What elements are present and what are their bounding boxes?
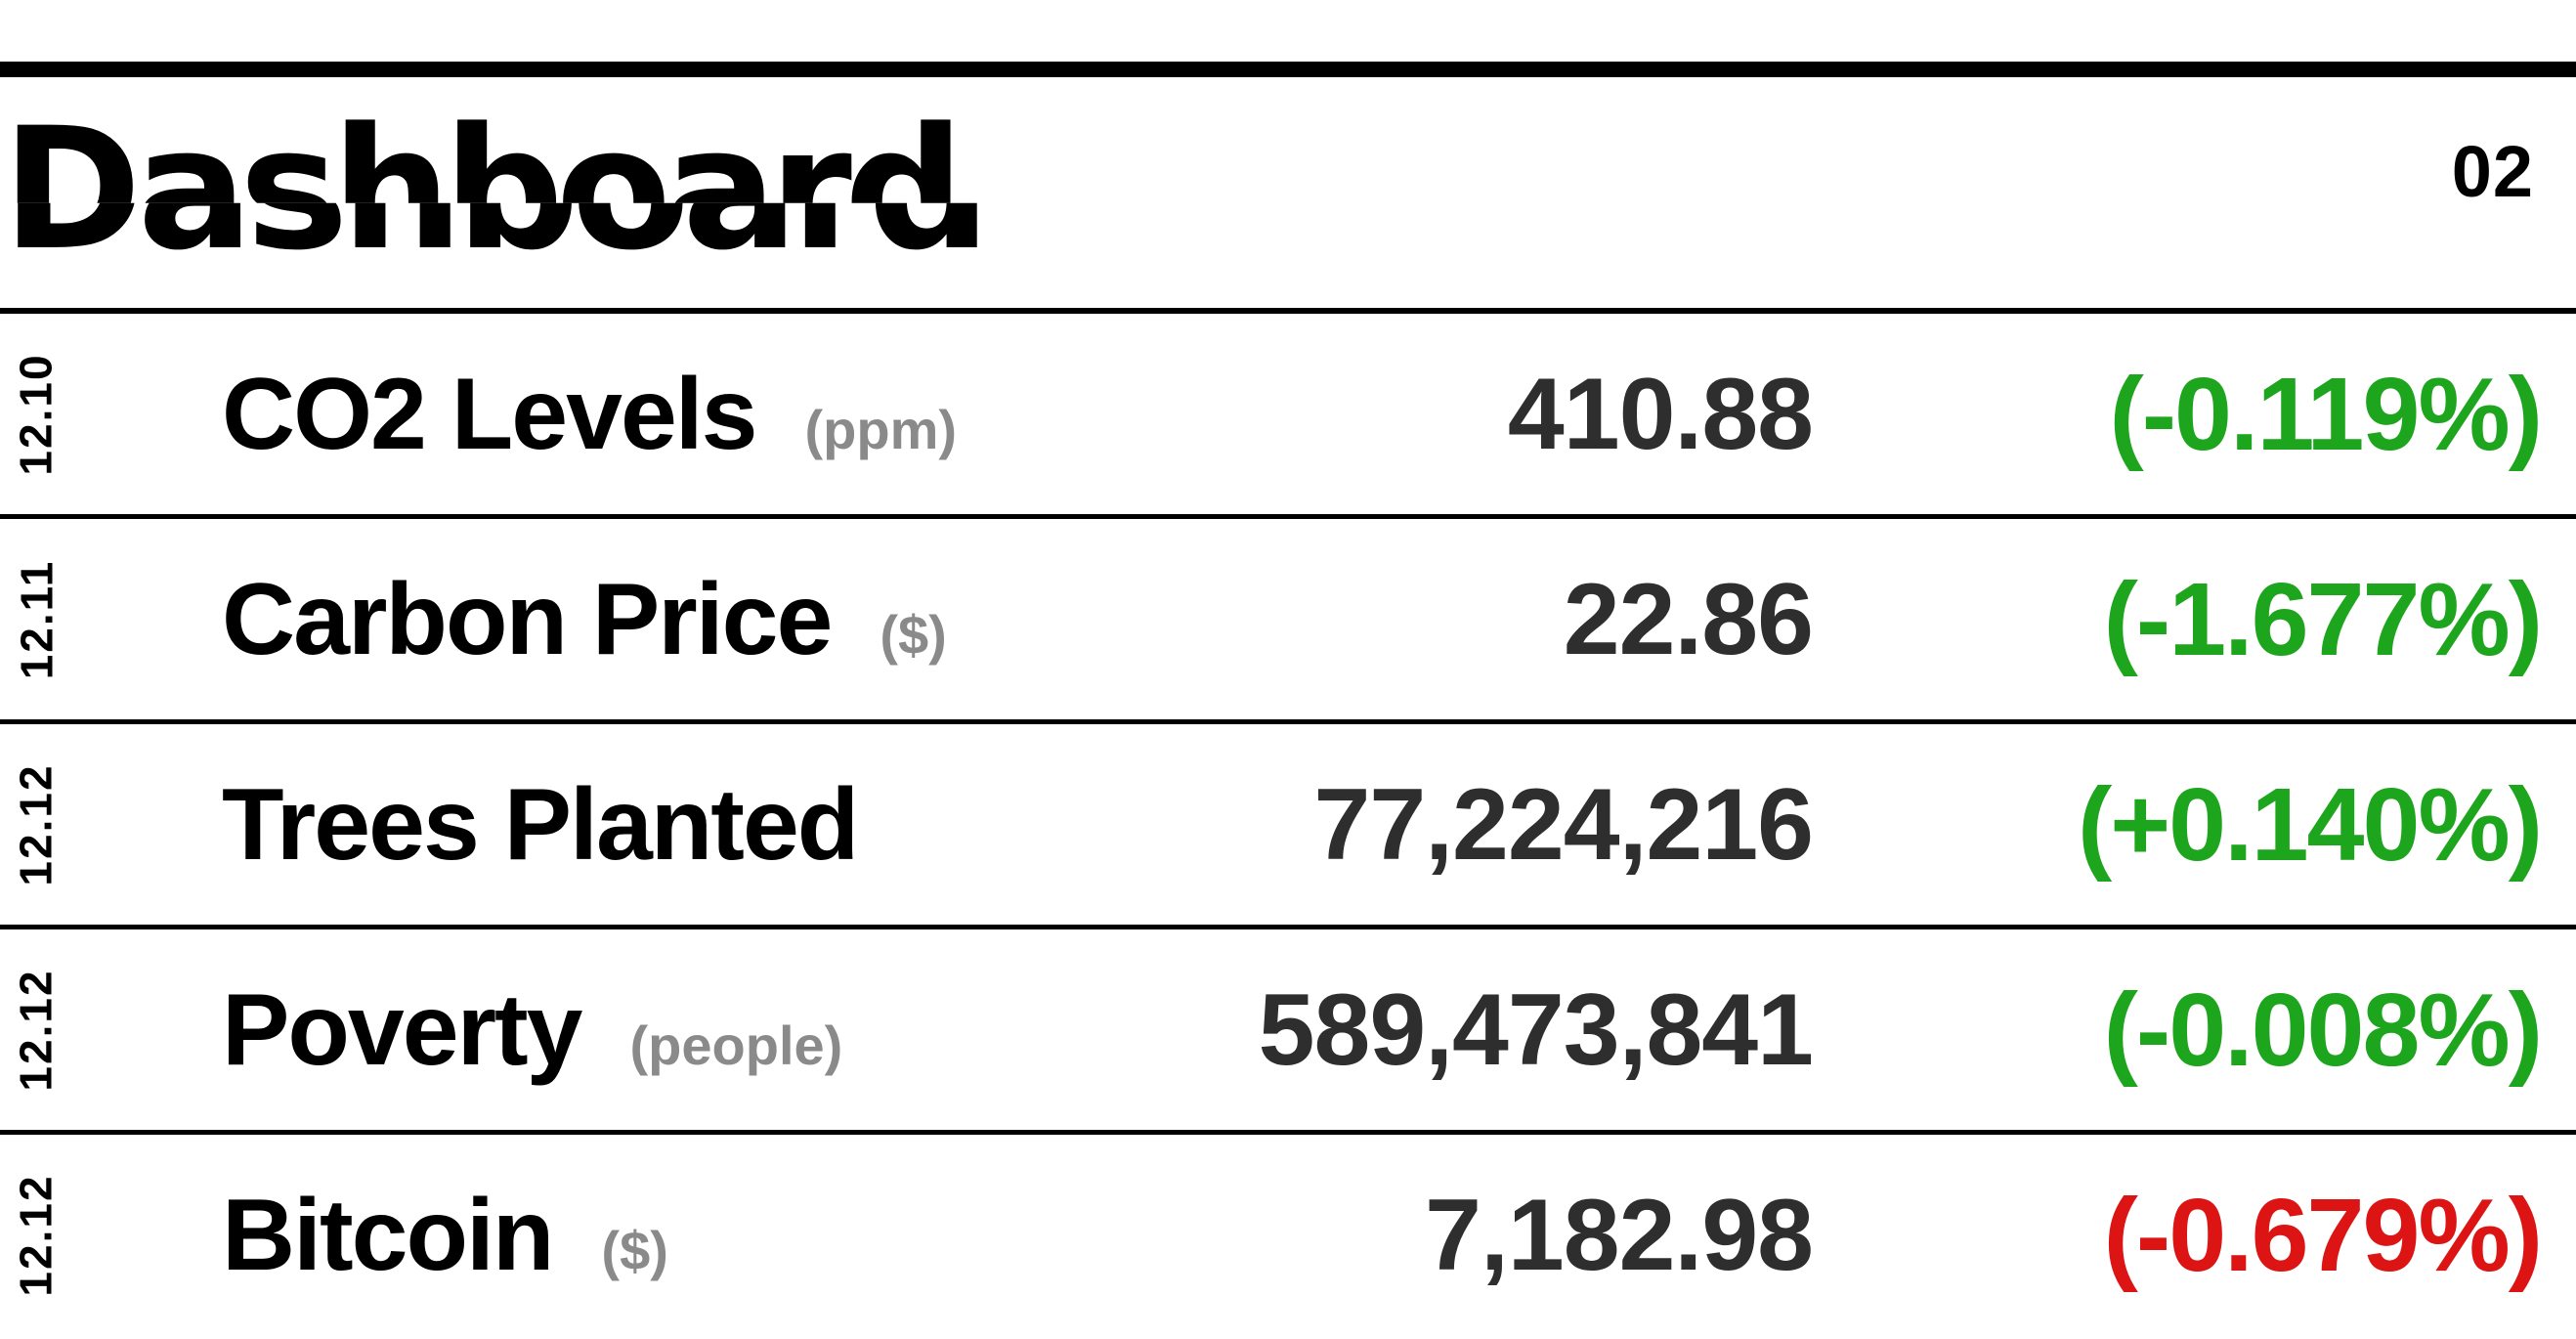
row-date-cell: 12.11 [0,519,72,719]
metric-name-group: CO2 Levels (ppm) [222,364,957,465]
row-date-cell: 12.10 [0,314,72,514]
metric-change: (-0.119%) [2109,356,2543,472]
metric-name-group: Bitcoin ($) [222,1185,668,1286]
metric-name: Carbon Price [222,562,833,676]
metric-name: Poverty [222,972,583,1087]
page-title: Dashboard Dashboard [2,106,1370,301]
row-date-label: 12.10 [11,352,62,476]
metric-value: 77,224,216 [1313,767,1814,882]
metric-name: Bitcoin [222,1178,554,1292]
metric-name-group: Poverty (people) [222,979,842,1081]
metric-row: 12.12 Trees Planted 77,224,216 (+0.140%) [0,724,2576,929]
page-title-layer-top: Dashboard [2,91,957,287]
metric-unit: ($) [880,603,947,666]
metric-unit: ($) [601,1219,668,1281]
metric-value: 7,182.98 [1425,1178,1814,1292]
row-date-label: 12.12 [11,1173,62,1297]
metric-change: (+0.140%) [2077,766,2543,883]
metric-change: (-1.677%) [2103,561,2543,677]
metric-row: 12.12 Poverty (people) 589,473,841 (-0.008%) [0,929,2576,1135]
page-title-layer-bottom: Dashboard [2,91,984,287]
metric-name-group: Trees Planted [222,767,859,882]
metric-name: Trees Planted [222,767,859,882]
metric-row: 12.10 CO2 Levels (ppm) 410.88 (-0.119%) [0,314,2576,519]
metric-row: 12.12 Bitcoin ($) 7,182.98 (-0.679%) [0,1135,2576,1335]
metric-name-group: Carbon Price ($) [222,569,947,670]
metric-value: 410.88 [1507,357,1814,471]
metric-unit: (people) [629,1014,843,1076]
row-date-label: 12.11 [11,559,63,679]
metric-value: 589,473,841 [1258,972,1814,1087]
metric-value: 22.86 [1563,562,1814,676]
metric-row: 12.11 Carbon Price ($) 22.86 (-1.677%) [0,519,2576,724]
metric-unit: (ppm) [804,398,958,460]
row-date-cell: 12.12 [0,724,72,925]
top-rule [0,62,2576,77]
row-date-label: 12.12 [11,762,62,886]
metrics-table: 12.10 CO2 Levels (ppm) 410.88 (-0.119%) 12.11… [0,308,2576,1335]
row-date-cell: 12.12 [0,929,72,1130]
page-number: 02 [2451,131,2534,212]
metric-name: CO2 Levels [222,357,758,471]
row-date-cell: 12.12 [0,1135,72,1335]
metric-change: (-0.008%) [2103,972,2543,1088]
row-date-label: 12.12 [11,968,62,1092]
metric-change: (-0.679%) [2103,1177,2543,1293]
